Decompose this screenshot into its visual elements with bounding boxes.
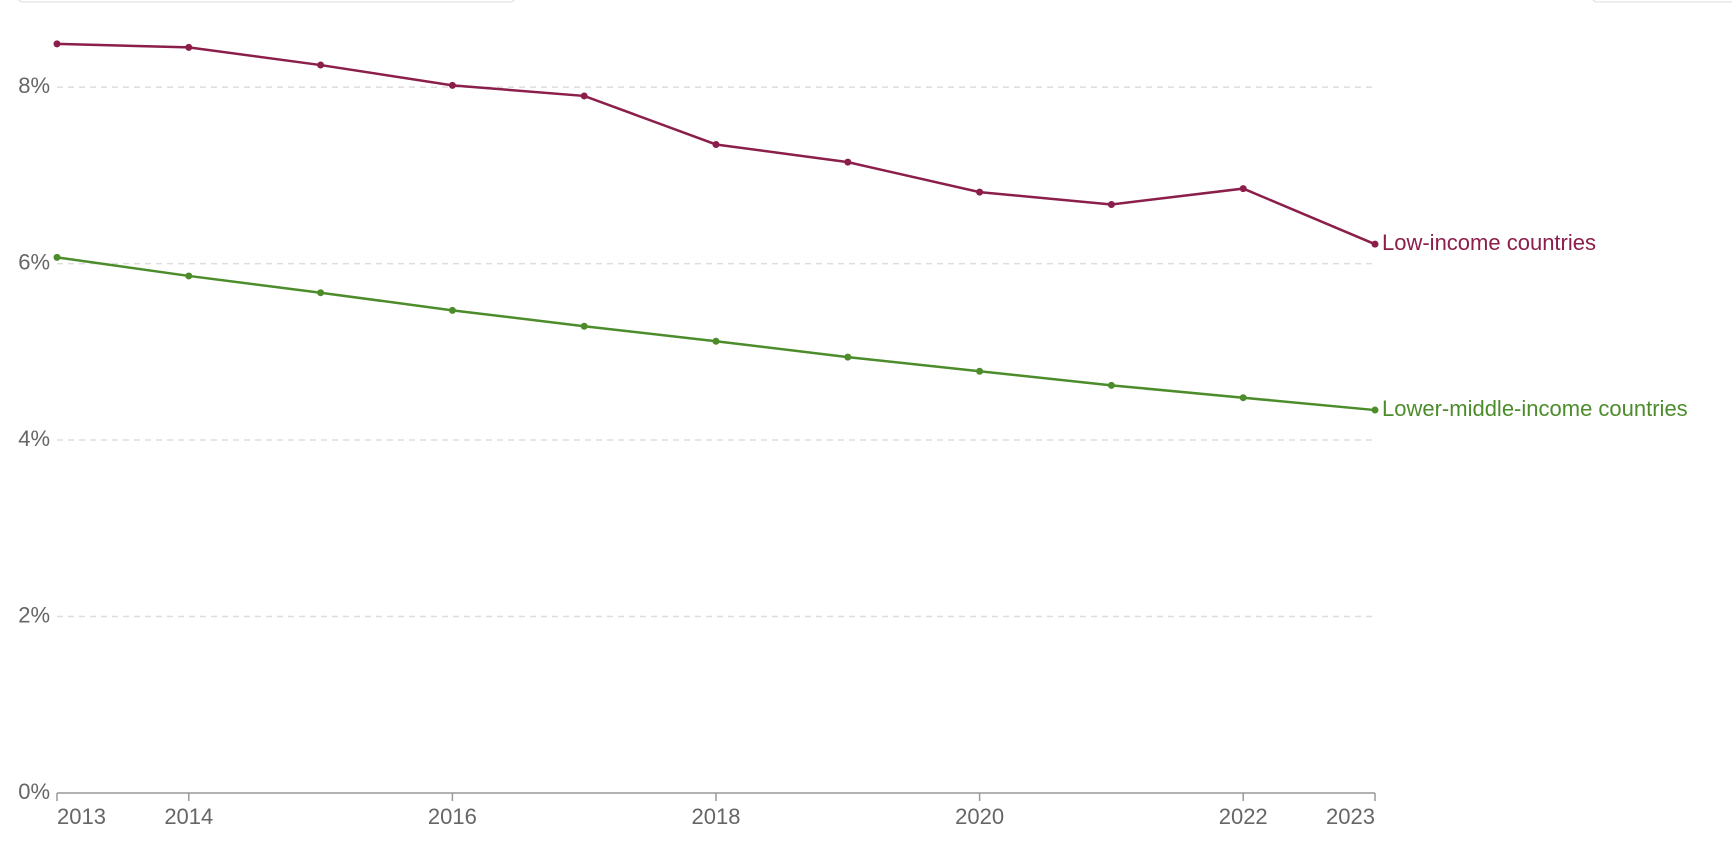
data-point <box>53 40 61 48</box>
data-point <box>53 253 61 261</box>
x-tick-label: 2016 <box>428 804 477 829</box>
y-tick-label: 2% <box>18 602 50 627</box>
data-point <box>1107 200 1115 208</box>
x-tick-label: 2020 <box>955 804 1004 829</box>
series-label: Low-income countries <box>1382 230 1596 255</box>
data-point <box>1371 240 1379 248</box>
y-tick-label: 0% <box>18 779 50 804</box>
data-point <box>317 289 325 297</box>
data-point <box>976 188 984 196</box>
control-box[interactable] <box>18 0 515 3</box>
series-line <box>56 256 1376 412</box>
control-box[interactable] <box>1592 0 1732 3</box>
x-tick-label: 2013 <box>57 804 106 829</box>
data-point <box>976 367 984 375</box>
data-point <box>580 322 588 330</box>
data-point <box>844 353 852 361</box>
data-point <box>317 61 325 69</box>
data-point <box>844 158 852 166</box>
x-tick-label: 2018 <box>692 804 741 829</box>
x-tick-label: 2023 <box>1326 804 1375 829</box>
y-tick-label: 8% <box>18 73 50 98</box>
y-tick-label: 4% <box>18 426 50 451</box>
data-point <box>448 306 456 314</box>
data-point <box>1239 185 1247 193</box>
data-point <box>1107 381 1115 389</box>
data-point <box>712 140 720 148</box>
data-point <box>580 92 588 100</box>
x-tick-label: 2014 <box>164 804 213 829</box>
data-point <box>185 43 193 51</box>
data-point <box>448 81 456 89</box>
data-point <box>1239 394 1247 402</box>
data-point <box>1371 406 1379 414</box>
y-tick-label: 6% <box>18 249 50 274</box>
series-label: Lower-middle-income countries <box>1382 396 1688 421</box>
x-tick-label: 2022 <box>1219 804 1268 829</box>
data-point <box>185 272 193 280</box>
data-point <box>712 337 720 345</box>
